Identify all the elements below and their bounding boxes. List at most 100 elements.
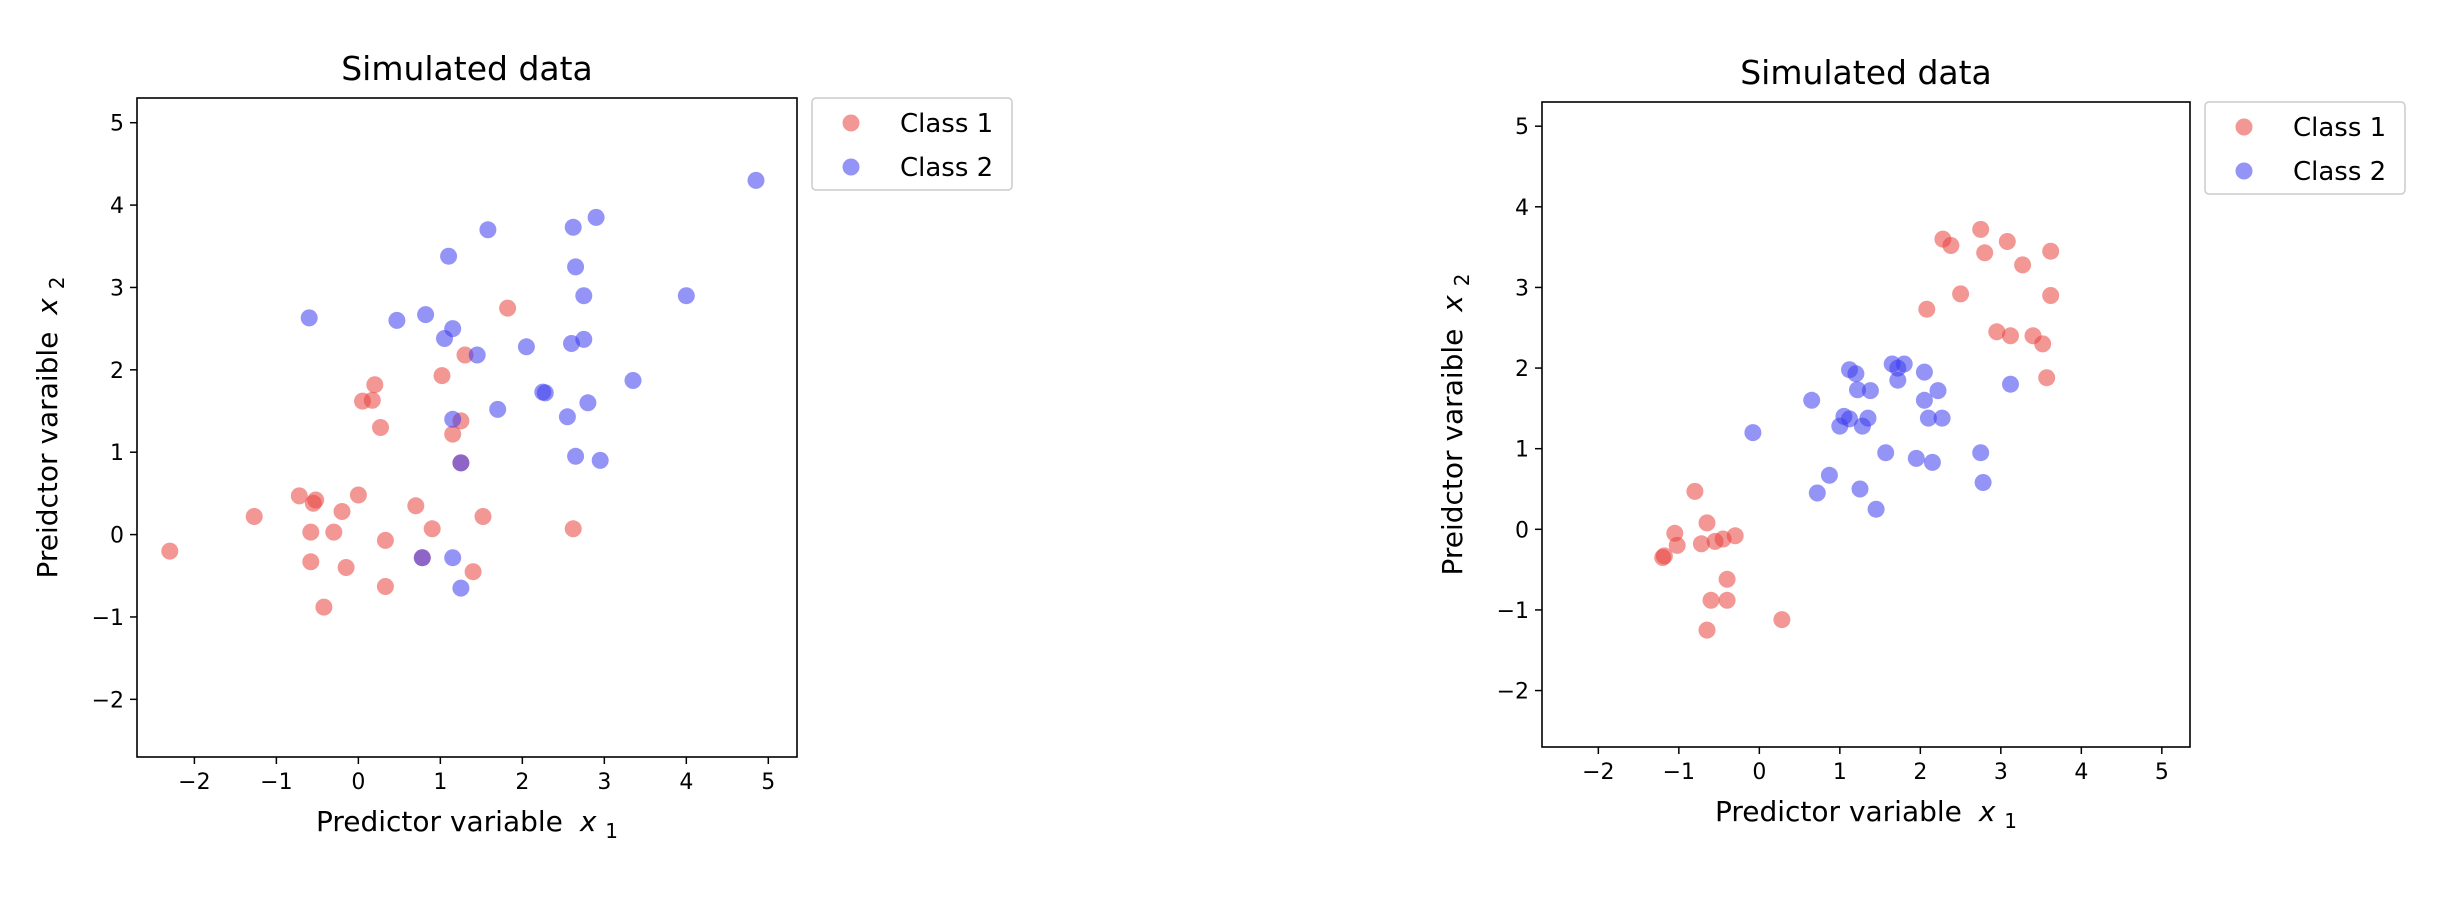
- point-class-2: [1803, 391, 1821, 409]
- x-axis-ticks: −2 −1 0 1 2 3 4 5: [1582, 747, 2169, 785]
- point-class-1: [1718, 570, 1736, 588]
- x-axis-label: Predictor variable x 1: [316, 805, 618, 843]
- point-class-2: [388, 311, 406, 329]
- point-class-1: [290, 487, 308, 505]
- point-class-1: [245, 508, 263, 525]
- x-tick-label: 3: [597, 770, 611, 795]
- y-tick-label: 3: [110, 276, 124, 301]
- x-axis-label-text: Predictor variable: [316, 805, 563, 838]
- x-tick-label: −1: [1663, 760, 1695, 785]
- point-class-2: [2002, 375, 2019, 393]
- point-class-1: [376, 578, 394, 595]
- scatter-panel-left: −2 −1 0 1 2 3 4 5 −2 −1 0 1 2 3 4 5 Simulated data Pre…: [31, 49, 1013, 843]
- point-class-1: [1773, 611, 1791, 629]
- y-axis-label-sub: 2: [45, 276, 69, 289]
- legend-box: [811, 97, 1013, 191]
- point-class-2: [1919, 409, 1937, 427]
- scatter-panel-right: −2 −1 0 1 2 3 4 5 −2 −1 0 1 2 3 4 5 Simulated data Pre…: [1436, 53, 2406, 833]
- point-class-1: [564, 520, 582, 538]
- point-class-1: [376, 531, 394, 549]
- x-tick-label: 2: [1913, 760, 1927, 785]
- legend-marker-class-1: [842, 114, 860, 132]
- point-class-2: [1923, 453, 1941, 471]
- point-class-2: [1847, 365, 1865, 383]
- point-class-1: [464, 563, 482, 581]
- point-class-2: [1915, 363, 1933, 381]
- point-class-2: [468, 346, 486, 364]
- y-tick-label: 5: [110, 112, 124, 137]
- y-axis-label-var: x: [1436, 295, 1469, 313]
- point-class-2: [1808, 484, 1826, 502]
- point-class-1: [325, 523, 343, 541]
- x-tick-label: −2: [178, 770, 210, 795]
- point-class-1: [2014, 256, 2032, 274]
- point-class-1: [423, 520, 441, 538]
- y-axis-label: Preidctor varaible x 2: [31, 276, 69, 578]
- point-class-1: [161, 542, 179, 560]
- x-tick-label: 1: [433, 770, 447, 795]
- point-class-1: [1698, 514, 1716, 532]
- x-tick-label: 0: [351, 770, 365, 795]
- y-axis-ticks: −2 −1 0 1 2 3 4 5: [1497, 115, 1542, 705]
- point-class-1: [1952, 285, 1970, 303]
- y-axis-label-text: Preidctor varaible: [31, 332, 64, 579]
- point-class-1: [1668, 536, 1686, 554]
- point-class-2: [413, 549, 431, 567]
- point-class-2: [440, 247, 458, 265]
- point-class-2: [489, 400, 507, 418]
- point-class-2: [1867, 500, 1885, 518]
- y-tick-label: 0: [110, 524, 124, 549]
- point-class-1: [2002, 327, 2019, 345]
- x-axis-label-sub: 1: [605, 819, 618, 843]
- point-class-2: [579, 394, 597, 412]
- point-class-2: [1889, 371, 1907, 389]
- x-tick-label: 4: [679, 770, 693, 795]
- point-class-2: [417, 306, 435, 324]
- point-class-2: [536, 384, 554, 402]
- scatter-points: [1654, 220, 2060, 639]
- point-class-2: [1841, 410, 1858, 428]
- y-axis-label-text: Preidctor varaible: [1436, 329, 1469, 576]
- legend-marker-class-2: [2235, 162, 2253, 180]
- point-class-1: [1702, 591, 1720, 609]
- point-class-2: [575, 287, 593, 305]
- point-class-1: [474, 508, 492, 525]
- plot-area: [136, 97, 798, 758]
- point-class-1: [444, 425, 462, 443]
- point-class-2: [1929, 382, 1947, 400]
- point-class-2: [1915, 391, 1933, 409]
- y-tick-label: −1: [92, 606, 124, 631]
- x-axis-label-text: Predictor variable: [1715, 795, 1962, 828]
- x-tick-label: 4: [2074, 760, 2088, 785]
- point-class-1: [349, 486, 367, 504]
- point-class-1: [1686, 482, 1704, 500]
- plot-area: [1541, 101, 2191, 748]
- point-class-2: [1907, 449, 1925, 467]
- point-class-1: [456, 346, 474, 364]
- point-class-1: [333, 503, 351, 520]
- point-class-2: [1851, 480, 1869, 498]
- legend: Class 1 Class 2: [2204, 101, 2406, 195]
- y-tick-label: −2: [92, 688, 124, 713]
- chart-title: Simulated data: [1740, 53, 1992, 92]
- x-axis-ticks: −2 −1 0 1 2 3 4 5: [178, 757, 775, 795]
- x-tick-label: 0: [1752, 760, 1766, 785]
- point-class-2: [564, 218, 582, 236]
- legend-box: [2204, 101, 2406, 195]
- point-class-2: [444, 549, 462, 567]
- point-class-1: [307, 491, 325, 509]
- point-class-2: [300, 309, 318, 327]
- point-class-2: [444, 410, 462, 428]
- point-class-2: [567, 447, 585, 465]
- scatter-points: [161, 171, 765, 616]
- point-class-1: [363, 391, 381, 409]
- point-class-1: [366, 376, 384, 394]
- point-class-1: [1698, 621, 1716, 639]
- point-class-1: [2042, 242, 2060, 260]
- legend-label-class-2: Class 2: [900, 153, 993, 183]
- point-class-2: [624, 372, 642, 389]
- point-class-1: [1655, 547, 1673, 565]
- point-class-2: [452, 579, 470, 597]
- legend-label-class-1: Class 1: [900, 109, 993, 139]
- point-class-1: [407, 497, 425, 515]
